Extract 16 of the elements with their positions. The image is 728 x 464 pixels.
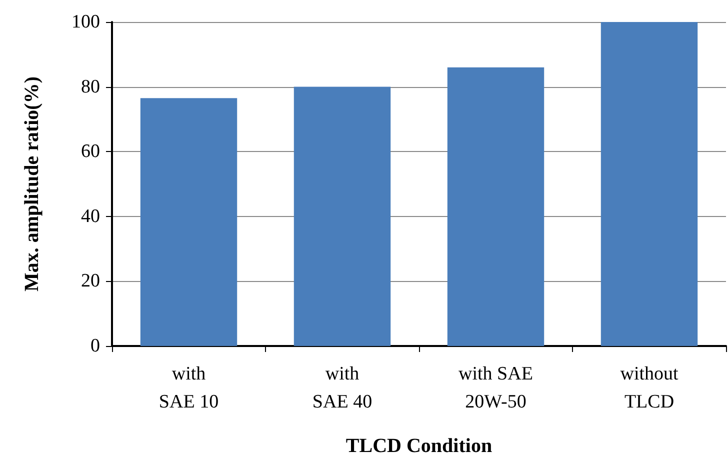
y-tick-label: 100	[72, 12, 100, 32]
bar	[600, 22, 698, 346]
bar	[294, 86, 391, 346]
y-tick-label: 20	[81, 270, 100, 292]
y-tick-label: 60	[81, 141, 100, 162]
y-axis-title: Max. amplitude ratio(%)	[21, 76, 43, 292]
y-tick-label: 0	[90, 336, 100, 356]
x-tick-label: with SAE 10	[158, 364, 219, 412]
x-tick-label: with SAE 20W-50	[458, 364, 533, 412]
x-tick-label: with SAE 40	[312, 364, 372, 412]
x-axis-title: TLCD Condition	[346, 435, 492, 457]
bar	[447, 67, 544, 346]
y-tick-label: 40	[81, 206, 100, 227]
y-tick-label: 80	[81, 76, 100, 98]
bar	[140, 98, 238, 346]
x-tick-label: without TLCD	[620, 364, 679, 412]
